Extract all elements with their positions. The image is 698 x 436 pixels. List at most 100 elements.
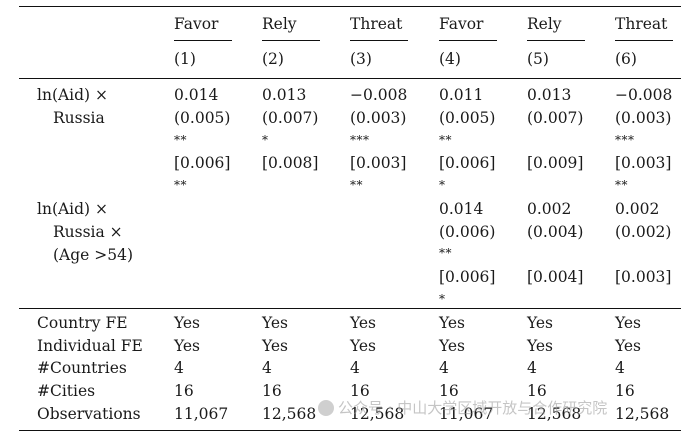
significance-stars: **: [350, 178, 363, 192]
footer-cell: 4: [439, 359, 449, 377]
footer-cell: Yes: [350, 314, 377, 332]
footer-cell: Yes: [262, 314, 289, 332]
row-label: ln(Aid) ×: [37, 86, 109, 104]
col-number-6: (6): [615, 50, 637, 68]
row-label: Russia: [53, 109, 105, 127]
se-cell: (0.007): [262, 109, 319, 127]
se-cell: (0.005): [174, 109, 231, 127]
col-header-2: Rely: [262, 15, 297, 33]
table-separator-rule: [19, 308, 681, 309]
footer-cell: Yes: [439, 314, 466, 332]
footer-cell: Yes: [439, 337, 466, 355]
significance-stars: **: [615, 178, 628, 192]
coef-cell: 0.013: [527, 86, 572, 104]
col-header-1: Favor: [174, 15, 219, 33]
bootstrap-se-cell: [0.006]: [174, 154, 231, 172]
footer-cell: 4: [262, 359, 272, 377]
col-underline-4: [439, 40, 497, 41]
significance-stars: *: [439, 178, 446, 192]
col-underline-3: [350, 40, 408, 41]
col-number-2: (2): [262, 50, 284, 68]
footer-cell: 11,067: [174, 405, 229, 423]
bootstrap-se-cell: [0.006]: [439, 154, 496, 172]
se-cell: (0.003): [615, 109, 672, 127]
footer-cell: 16: [350, 382, 370, 400]
se-cell: (0.002): [615, 223, 672, 241]
footer-cell: 16: [262, 382, 282, 400]
footer-cell: 4: [174, 359, 184, 377]
col-underline-5: [527, 40, 585, 41]
watermark-text: 公众号 · 中山大学区域开放与合作研究院: [338, 399, 608, 417]
significance-stars: **: [439, 246, 452, 260]
col-underline-6: [615, 40, 673, 41]
footer-cell: 12,568: [350, 405, 405, 423]
footer-cell: Yes: [350, 337, 377, 355]
footer-label: Individual FE: [37, 337, 143, 355]
significance-stars: **: [174, 178, 187, 192]
col-header-4: Favor: [439, 15, 484, 33]
significance-stars: *: [262, 133, 269, 147]
col-header-5: Rely: [527, 15, 562, 33]
se-cell: (0.007): [527, 109, 584, 127]
se-cell: (0.003): [350, 109, 407, 127]
footer-cell: 16: [527, 382, 547, 400]
bootstrap-se-cell: [0.006]: [439, 268, 496, 286]
row-label: Russia ×: [53, 223, 123, 241]
col-header-6: Threat: [615, 15, 668, 33]
significance-stars: ***: [615, 133, 635, 147]
significance-stars: **: [439, 133, 452, 147]
wechat-icon: [318, 400, 334, 416]
watermark: 公众号 · 中山大学区域开放与合作研究院: [318, 397, 607, 418]
footer-cell: Yes: [527, 314, 554, 332]
bootstrap-se-cell: [0.009]: [527, 154, 584, 172]
significance-stars: **: [174, 133, 187, 147]
footer-label: Observations: [37, 405, 141, 423]
footer-cell: 12,568: [262, 405, 317, 423]
footer-cell: 11,067: [439, 405, 494, 423]
footer-label: #Countries: [37, 359, 127, 377]
se-cell: (0.004): [527, 223, 584, 241]
footer-label: #Cities: [37, 382, 96, 400]
col-underline-1: [174, 40, 232, 41]
se-cell: (0.006): [439, 223, 496, 241]
footer-cell: Yes: [262, 337, 289, 355]
footer-cell: Yes: [615, 314, 642, 332]
footer-cell: 16: [615, 382, 635, 400]
col-number-3: (3): [350, 50, 372, 68]
coef-cell: −0.008: [615, 86, 673, 104]
coef-cell: 0.002: [527, 200, 572, 218]
footer-cell: 12,568: [527, 405, 582, 423]
col-number-5: (5): [527, 50, 549, 68]
coef-cell: −0.008: [350, 86, 408, 104]
row-label: ln(Aid) ×: [37, 200, 109, 218]
footer-cell: 4: [527, 359, 537, 377]
significance-stars: *: [439, 292, 446, 306]
row-label: (Age >54): [53, 246, 134, 264]
col-number-4: (4): [439, 50, 461, 68]
col-underline-2: [262, 40, 320, 41]
table-bottom-rule: [19, 430, 681, 431]
footer-cell: 12,568: [615, 405, 670, 423]
bootstrap-se-cell: [0.003]: [350, 154, 407, 172]
table-mid-rule: [19, 78, 681, 79]
significance-stars: ***: [350, 133, 370, 147]
se-cell: (0.005): [439, 109, 496, 127]
coef-cell: 0.014: [439, 200, 484, 218]
footer-cell: 4: [615, 359, 625, 377]
coef-cell: 0.014: [174, 86, 219, 104]
footer-cell: 4: [350, 359, 360, 377]
footer-cell: Yes: [615, 337, 642, 355]
coef-cell: 0.011: [439, 86, 484, 104]
coef-cell: 0.002: [615, 200, 660, 218]
footer-cell: Yes: [174, 314, 201, 332]
footer-cell: Yes: [527, 337, 554, 355]
bootstrap-se-cell: [0.003]: [615, 154, 672, 172]
col-header-3: Threat: [350, 15, 403, 33]
col-number-1: (1): [174, 50, 196, 68]
table-top-rule: [19, 6, 681, 7]
footer-cell: 16: [174, 382, 194, 400]
coef-cell: 0.013: [262, 86, 307, 104]
footer-label: Country FE: [37, 314, 128, 332]
footer-cell: 16: [439, 382, 459, 400]
bootstrap-se-cell: [0.008]: [262, 154, 319, 172]
